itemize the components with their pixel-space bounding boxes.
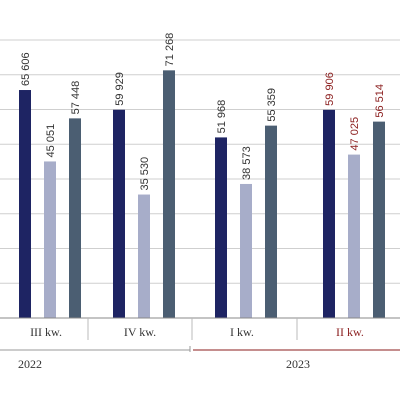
- data-label: 57 448: [70, 81, 82, 115]
- gridlines: [0, 39, 400, 284]
- data-label: 55 359: [266, 88, 278, 122]
- data-label: 47 025: [349, 117, 361, 151]
- bar-2-1: [44, 161, 56, 318]
- category-label: I kw.: [230, 325, 254, 339]
- bar-2-2: [138, 194, 150, 318]
- data-label: 59 906: [324, 72, 336, 106]
- data-labels: 65 606 59 929 51 968 59 906 45 051 35 530 38 5…: [20, 33, 386, 191]
- year-label-2022: 2022: [18, 357, 42, 371]
- category-label: II kw.: [336, 325, 364, 339]
- category-label: III kw.: [30, 325, 62, 339]
- data-label: 71 268: [164, 33, 176, 67]
- bar-3-3: [265, 125, 277, 318]
- bar-1-2: [113, 109, 125, 318]
- bar-1-3: [215, 137, 227, 318]
- data-label: 38 573: [241, 146, 253, 180]
- bar-1-1: [19, 90, 31, 318]
- x-axis: III kw. IV kw. I kw. II kw. 2022 2023: [0, 317, 400, 371]
- bars: [19, 70, 385, 319]
- category-label: IV kw.: [124, 325, 156, 339]
- data-label: 56 514: [374, 84, 386, 118]
- year-label-2023: 2023: [286, 357, 310, 371]
- data-label: 45 051: [45, 124, 57, 158]
- data-label: 35 530: [139, 157, 151, 191]
- bar-3-2: [163, 70, 175, 319]
- data-label: 51 968: [216, 100, 228, 134]
- data-label: 59 929: [114, 72, 126, 106]
- bar-2-3: [240, 183, 252, 318]
- bar-3-4: [373, 121, 385, 318]
- bar-1-4: [323, 109, 335, 318]
- bar-3-1: [69, 118, 81, 319]
- data-label: 65 606: [20, 52, 32, 86]
- bar-2-4: [348, 154, 360, 318]
